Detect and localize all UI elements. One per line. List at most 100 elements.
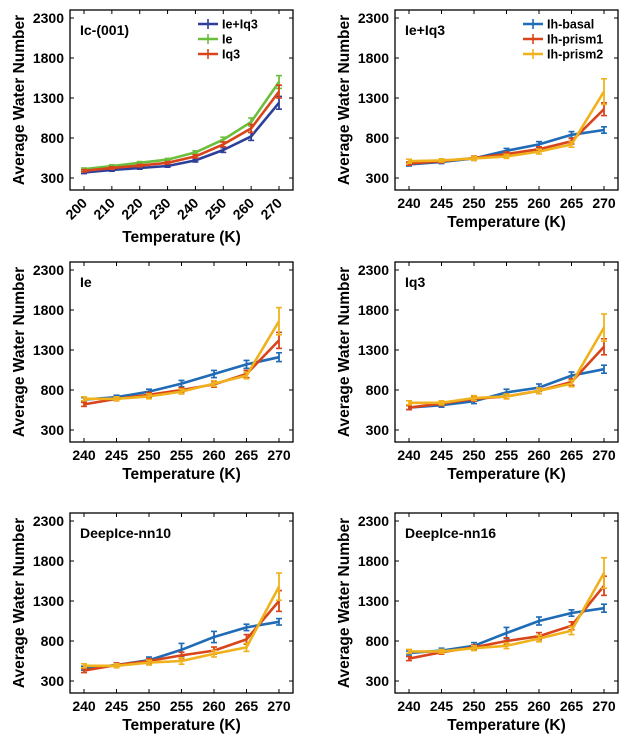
x-tick-label: 260: [229, 195, 257, 223]
x-tick-label: 265: [560, 447, 584, 463]
legend-label: Ih-prism2: [547, 48, 603, 62]
y-axis-label: Average Water Number: [11, 15, 28, 185]
panel-title: Ie+Iq3: [405, 22, 445, 38]
y-tick-label: 800: [41, 382, 65, 398]
y-tick-label: 300: [366, 422, 390, 438]
y-tick-label: 2300: [358, 513, 389, 529]
x-axis-label: Temperature (K): [447, 466, 566, 483]
x-tick-label: 255: [495, 195, 519, 211]
y-tick-label: 1300: [33, 90, 64, 106]
x-tick-label: 265: [235, 447, 259, 463]
x-tick-label: 240: [397, 447, 421, 463]
x-tick-label: 210: [90, 195, 118, 223]
x-tick-label: 250: [202, 195, 230, 223]
x-tick-label: 265: [235, 698, 259, 714]
x-axis-label: Temperature (K): [122, 466, 241, 483]
x-tick-label: 255: [170, 698, 194, 714]
x-tick-label: 255: [170, 447, 194, 463]
x-axis-label: Temperature (K): [122, 229, 241, 246]
y-tick-label: 1800: [358, 553, 389, 569]
x-tick-label: 260: [202, 447, 226, 463]
y-tick-label: 2300: [33, 262, 64, 278]
chart-panel-4: 300 800 1300 1800 2300 240 245 250 255 260 265 270 T…: [336, 262, 618, 483]
y-tick-label: 1300: [358, 342, 389, 358]
x-tick-label: 250: [137, 698, 161, 714]
x-tick-label: 255: [495, 698, 519, 714]
x-tick-label: 270: [592, 195, 616, 211]
y-tick-label: 1800: [33, 553, 64, 569]
panel-title: DeepIce-nn10: [80, 525, 171, 541]
x-tick-label: 270: [257, 195, 285, 223]
panel-title: Iq3: [405, 274, 425, 290]
series-line: [84, 103, 279, 173]
legend-label: Iq3: [222, 48, 240, 62]
y-tick-label: 300: [366, 673, 390, 689]
y-axis-label: Average Water Number: [336, 518, 353, 688]
series-1: [81, 96, 282, 173]
legend-label: Ih-prism1: [547, 33, 603, 47]
x-tick-label: 270: [267, 698, 291, 714]
y-tick-label: 2300: [358, 10, 389, 26]
x-tick-label: 265: [560, 698, 584, 714]
x-tick-label: 265: [560, 195, 584, 211]
y-tick-label: 300: [366, 170, 390, 186]
x-tick-label: 250: [462, 447, 486, 463]
y-tick-label: 300: [41, 422, 65, 438]
series-2: [81, 332, 282, 406]
y-axis-label: Average Water Number: [336, 267, 353, 437]
x-axis-label: Temperature (K): [122, 717, 241, 734]
y-tick-label: 1300: [33, 342, 64, 358]
y-axis-label: Average Water Number: [11, 518, 28, 688]
x-tick-label: 270: [592, 447, 616, 463]
x-tick-label: 250: [137, 447, 161, 463]
panel-title: DeepIce-nn16: [405, 525, 496, 541]
x-tick-label: 250: [462, 195, 486, 211]
x-tick-label: 230: [146, 195, 174, 223]
legend-label: Ie+Iq3: [222, 18, 258, 32]
series-line: [84, 92, 279, 171]
y-axis-label: Average Water Number: [11, 267, 28, 437]
y-tick-label: 800: [41, 633, 65, 649]
x-axis-label: Temperature (K): [447, 214, 566, 231]
y-tick-label: 800: [366, 130, 390, 146]
x-tick-label: 260: [527, 698, 551, 714]
y-tick-label: 2300: [358, 262, 389, 278]
y-tick-label: 2300: [33, 10, 64, 26]
x-axis-label: Temperature (K): [447, 717, 566, 734]
x-tick-label: 240: [72, 698, 96, 714]
x-tick-label: 245: [105, 698, 129, 714]
legend-label: Ih-basal: [547, 18, 594, 32]
x-tick-label: 200: [62, 195, 90, 223]
x-tick-label: 240: [397, 698, 421, 714]
panel-title: Ie: [80, 274, 92, 290]
y-tick-label: 2300: [33, 513, 64, 529]
y-tick-label: 300: [41, 170, 65, 186]
y-tick-label: 800: [366, 382, 390, 398]
x-tick-label: 240: [174, 195, 202, 223]
chart-panel-1: 300 800 1300 1800 2300 200 210 220 230 240 250 260 2…: [11, 10, 293, 246]
y-tick-label: 1800: [33, 302, 64, 318]
y-tick-label: 1300: [358, 593, 389, 609]
series-2: [81, 76, 282, 171]
y-tick-label: 1300: [33, 593, 64, 609]
x-tick-label: 245: [105, 447, 129, 463]
chart-panel-2: 300 800 1300 1800 2300 240 245 250 255 260 265 270 T…: [336, 10, 618, 231]
x-tick-label: 270: [592, 698, 616, 714]
x-tick-label: 220: [118, 195, 146, 223]
y-tick-label: 1800: [358, 50, 389, 66]
axes-frame: [395, 262, 618, 442]
y-tick-label: 1300: [358, 90, 389, 106]
x-tick-label: 260: [527, 447, 551, 463]
y-tick-label: 800: [366, 633, 390, 649]
legend-label: Ie: [222, 33, 232, 47]
panel-title: Ic-(001): [80, 22, 129, 38]
chart-panel-6: 300 800 1300 1800 2300 240 245 250 255 260 265 270 T…: [336, 513, 618, 734]
series-3: [81, 85, 282, 172]
y-tick-label: 1800: [358, 302, 389, 318]
chart-panel-5: 300 800 1300 1800 2300 240 245 250 255 260 265 270 T…: [11, 513, 293, 734]
x-tick-label: 245: [430, 195, 454, 211]
y-tick-label: 1800: [33, 50, 64, 66]
x-tick-label: 240: [72, 447, 96, 463]
